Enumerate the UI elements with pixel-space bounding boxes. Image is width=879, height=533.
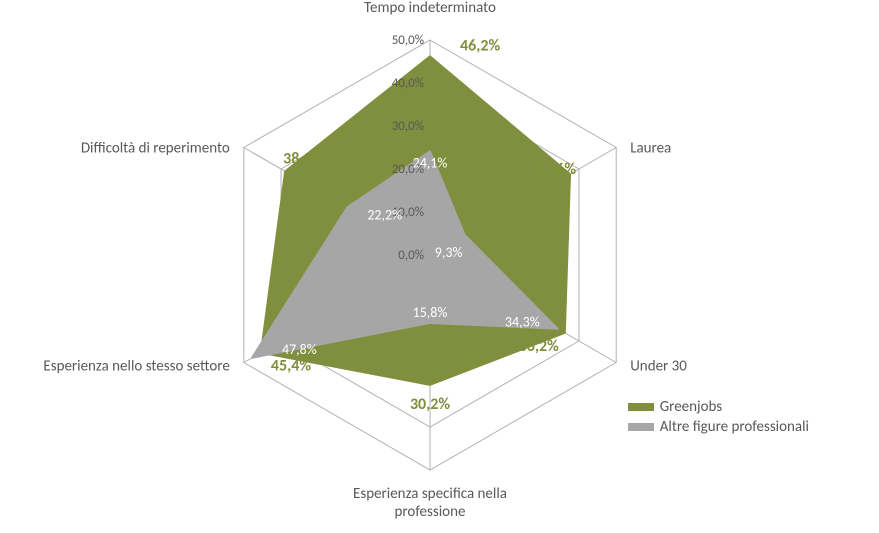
rtick-label: 50,0% — [392, 33, 424, 48]
data-label-greenjobs: 38,9% — [283, 149, 323, 168]
axis-label: Difficoltà di reperimento — [81, 140, 230, 158]
legend-label: Greenjobs — [660, 398, 722, 416]
data-label-altre: 24,1% — [413, 154, 448, 171]
data-label-greenjobs: 36,2% — [519, 337, 559, 356]
legend-swatch — [628, 403, 654, 411]
rtick-label: 0,0% — [398, 248, 424, 263]
axis-label: Tempo indeterminato — [364, 0, 496, 17]
axis-label: Esperienza nello stesso settore — [43, 358, 229, 376]
data-label-greenjobs: 37,6% — [536, 160, 576, 179]
data-label-altre: 47,8% — [282, 341, 317, 358]
legend-item-greenjobs: Greenjobs — [628, 398, 809, 416]
data-label-altre: 34,3% — [505, 314, 540, 331]
legend-item-altre: Altre figure professionali — [628, 418, 809, 436]
axis-label: Laurea — [630, 140, 671, 158]
axis-label: Under 30 — [630, 358, 687, 376]
radar-chart: 0,0%10,0%20,0%30,0%40,0%50,0%Tempo indet… — [0, 0, 879, 533]
rtick-label: 30,0% — [392, 119, 424, 134]
legend: Greenjobs Altre figure professionali — [628, 398, 809, 438]
data-label-greenjobs: 30,2% — [410, 395, 450, 414]
axis-label: Esperienza specifica nellaprofessione — [353, 485, 507, 521]
legend-swatch — [628, 423, 654, 431]
data-label-altre: 9,3% — [435, 244, 463, 261]
rtick-label: 40,0% — [392, 76, 424, 91]
data-label-greenjobs: 45,4% — [271, 357, 311, 376]
legend-label: Altre figure professionali — [660, 418, 809, 436]
data-label-altre: 15,8% — [413, 304, 448, 321]
data-label-greenjobs: 46,2% — [460, 36, 500, 55]
data-label-altre: 22,2% — [367, 206, 402, 223]
